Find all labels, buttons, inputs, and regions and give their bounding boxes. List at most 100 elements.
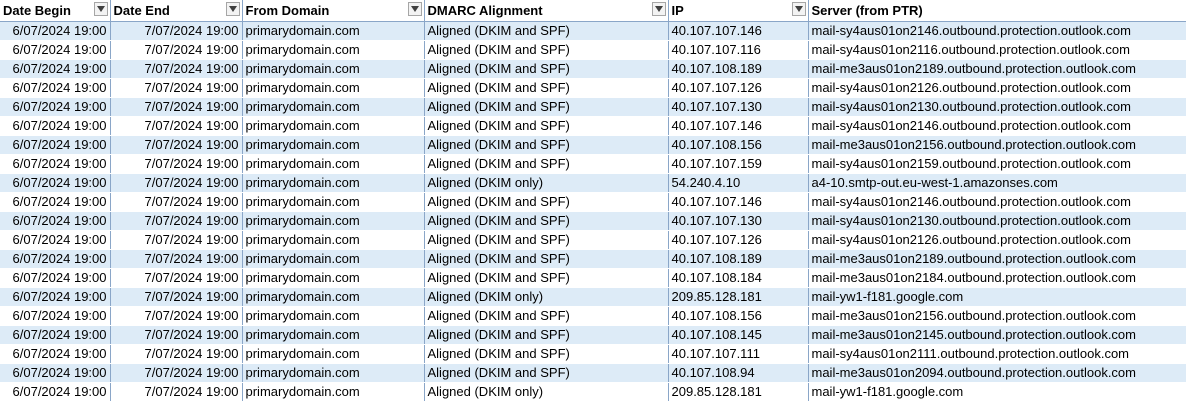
cell-date-begin[interactable]: 6/07/2024 19:00 [0, 268, 111, 288]
cell-dmarc-alignment[interactable]: Aligned (DKIM and SPF) [424, 268, 669, 288]
cell-server-ptr[interactable]: mail-me3aus01on2184.outbound.protection.… [808, 268, 1186, 288]
cell-dmarc-alignment[interactable]: Aligned (DKIM only) [424, 287, 669, 307]
cell-from-domain[interactable]: primarydomain.com [242, 306, 425, 326]
cell-date-begin[interactable]: 6/07/2024 19:00 [0, 78, 111, 98]
table-row[interactable]: 6/07/2024 19:00 7/07/2024 19:00 primarydom… [0, 78, 1186, 98]
cell-server-ptr[interactable]: mail-me3aus01on2094.outbound.protection.… [808, 363, 1186, 383]
table-row[interactable]: 6/07/2024 19:00 7/07/2024 19:00 primarydom… [0, 249, 1186, 269]
table-row[interactable]: 6/07/2024 19:00 7/07/2024 19:00 primarydom… [0, 116, 1186, 136]
cell-ip[interactable]: 40.107.107.146 [668, 21, 809, 41]
column-header-from-domain[interactable]: From Domain [242, 0, 425, 22]
cell-from-domain[interactable]: primarydomain.com [242, 173, 425, 193]
cell-from-domain[interactable]: primarydomain.com [242, 287, 425, 307]
cell-server-ptr[interactable]: mail-sy4aus01on2116.outbound.protection.… [808, 40, 1186, 60]
cell-date-end[interactable]: 7/07/2024 19:00 [110, 268, 243, 288]
cell-ip[interactable]: 40.107.107.116 [668, 40, 809, 60]
cell-date-end[interactable]: 7/07/2024 19:00 [110, 249, 243, 269]
cell-date-end[interactable]: 7/07/2024 19:00 [110, 116, 243, 136]
cell-from-domain[interactable]: primarydomain.com [242, 211, 425, 231]
cell-server-ptr[interactable]: mail-me3aus01on2145.outbound.protection.… [808, 325, 1186, 345]
table-row[interactable]: 6/07/2024 19:00 7/07/2024 19:00 primarydom… [0, 59, 1186, 79]
cell-date-end[interactable]: 7/07/2024 19:00 [110, 363, 243, 383]
cell-date-begin[interactable]: 6/07/2024 19:00 [0, 382, 111, 402]
cell-date-end[interactable]: 7/07/2024 19:00 [110, 382, 243, 402]
cell-from-domain[interactable]: primarydomain.com [242, 382, 425, 402]
cell-dmarc-alignment[interactable]: Aligned (DKIM and SPF) [424, 192, 669, 212]
cell-from-domain[interactable]: primarydomain.com [242, 192, 425, 212]
cell-from-domain[interactable]: primarydomain.com [242, 21, 425, 41]
cell-ip[interactable]: 40.107.108.94 [668, 363, 809, 383]
table-row[interactable]: 6/07/2024 19:00 7/07/2024 19:00 primarydom… [0, 97, 1186, 117]
cell-server-ptr[interactable]: mail-yw1-f181.google.com [808, 287, 1186, 307]
cell-from-domain[interactable]: primarydomain.com [242, 249, 425, 269]
cell-server-ptr[interactable]: mail-sy4aus01on2126.outbound.protection.… [808, 78, 1186, 98]
cell-from-domain[interactable]: primarydomain.com [242, 268, 425, 288]
table-row[interactable]: 6/07/2024 19:00 7/07/2024 19:00 primarydom… [0, 230, 1186, 250]
cell-date-begin[interactable]: 6/07/2024 19:00 [0, 230, 111, 250]
cell-from-domain[interactable]: primarydomain.com [242, 97, 425, 117]
table-row[interactable]: 6/07/2024 19:00 7/07/2024 19:00 primarydom… [0, 344, 1186, 364]
cell-date-end[interactable]: 7/07/2024 19:00 [110, 325, 243, 345]
cell-dmarc-alignment[interactable]: Aligned (DKIM and SPF) [424, 230, 669, 250]
cell-dmarc-alignment[interactable]: Aligned (DKIM and SPF) [424, 325, 669, 345]
cell-server-ptr[interactable]: mail-me3aus01on2156.outbound.protection.… [808, 135, 1186, 155]
cell-date-end[interactable]: 7/07/2024 19:00 [110, 78, 243, 98]
cell-from-domain[interactable]: primarydomain.com [242, 59, 425, 79]
cell-dmarc-alignment[interactable]: Aligned (DKIM and SPF) [424, 59, 669, 79]
cell-server-ptr[interactable]: mail-me3aus01on2189.outbound.protection.… [808, 249, 1186, 269]
filter-dropdown-icon[interactable] [225, 2, 240, 16]
cell-date-end[interactable]: 7/07/2024 19:00 [110, 306, 243, 326]
cell-ip[interactable]: 40.107.107.146 [668, 192, 809, 212]
cell-date-end[interactable]: 7/07/2024 19:00 [110, 154, 243, 174]
cell-ip[interactable]: 209.85.128.181 [668, 287, 809, 307]
cell-date-end[interactable]: 7/07/2024 19:00 [110, 173, 243, 193]
cell-date-end[interactable]: 7/07/2024 19:00 [110, 211, 243, 231]
cell-dmarc-alignment[interactable]: Aligned (DKIM and SPF) [424, 97, 669, 117]
filter-dropdown-icon[interactable] [93, 2, 108, 16]
table-row[interactable]: 6/07/2024 19:00 7/07/2024 19:00 primarydom… [0, 192, 1186, 212]
cell-server-ptr[interactable]: mail-sy4aus01on2111.outbound.protection.… [808, 344, 1186, 364]
cell-date-end[interactable]: 7/07/2024 19:00 [110, 59, 243, 79]
cell-ip[interactable]: 54.240.4.10 [668, 173, 809, 193]
cell-ip[interactable]: 40.107.107.146 [668, 116, 809, 136]
cell-ip[interactable]: 40.107.107.126 [668, 230, 809, 250]
cell-from-domain[interactable]: primarydomain.com [242, 230, 425, 250]
cell-date-begin[interactable]: 6/07/2024 19:00 [0, 59, 111, 79]
cell-date-begin[interactable]: 6/07/2024 19:00 [0, 135, 111, 155]
column-header-date-begin[interactable]: Date Begin [0, 0, 111, 22]
cell-dmarc-alignment[interactable]: Aligned (DKIM and SPF) [424, 21, 669, 41]
column-header-server-ptr[interactable]: Server (from PTR) [808, 0, 1186, 22]
cell-date-begin[interactable]: 6/07/2024 19:00 [0, 173, 111, 193]
cell-from-domain[interactable]: primarydomain.com [242, 344, 425, 364]
cell-from-domain[interactable]: primarydomain.com [242, 363, 425, 383]
cell-ip[interactable]: 209.85.128.181 [668, 382, 809, 402]
table-row[interactable]: 6/07/2024 19:00 7/07/2024 19:00 primarydom… [0, 135, 1186, 155]
cell-date-begin[interactable]: 6/07/2024 19:00 [0, 40, 111, 60]
cell-dmarc-alignment[interactable]: Aligned (DKIM and SPF) [424, 154, 669, 174]
cell-from-domain[interactable]: primarydomain.com [242, 135, 425, 155]
cell-dmarc-alignment[interactable]: Aligned (DKIM and SPF) [424, 249, 669, 269]
cell-date-begin[interactable]: 6/07/2024 19:00 [0, 211, 111, 231]
cell-date-end[interactable]: 7/07/2024 19:00 [110, 40, 243, 60]
table-row[interactable]: 6/07/2024 19:00 7/07/2024 19:00 primarydom… [0, 211, 1186, 231]
column-header-ip[interactable]: IP [668, 0, 809, 22]
cell-ip[interactable]: 40.107.108.156 [668, 306, 809, 326]
cell-dmarc-alignment[interactable]: Aligned (DKIM and SPF) [424, 306, 669, 326]
cell-ip[interactable]: 40.107.107.159 [668, 154, 809, 174]
cell-dmarc-alignment[interactable]: Aligned (DKIM and SPF) [424, 344, 669, 364]
cell-server-ptr[interactable]: mail-sy4aus01on2130.outbound.protection.… [808, 211, 1186, 231]
cell-date-end[interactable]: 7/07/2024 19:00 [110, 230, 243, 250]
cell-from-domain[interactable]: primarydomain.com [242, 116, 425, 136]
filter-dropdown-icon[interactable] [651, 2, 666, 16]
cell-from-domain[interactable]: primarydomain.com [242, 40, 425, 60]
cell-from-domain[interactable]: primarydomain.com [242, 325, 425, 345]
cell-dmarc-alignment[interactable]: Aligned (DKIM and SPF) [424, 211, 669, 231]
cell-dmarc-alignment[interactable]: Aligned (DKIM and SPF) [424, 116, 669, 136]
cell-date-begin[interactable]: 6/07/2024 19:00 [0, 21, 111, 41]
cell-date-begin[interactable]: 6/07/2024 19:00 [0, 306, 111, 326]
cell-date-end[interactable]: 7/07/2024 19:00 [110, 135, 243, 155]
cell-server-ptr[interactable]: mail-sy4aus01on2146.outbound.protection.… [808, 21, 1186, 41]
cell-date-end[interactable]: 7/07/2024 19:00 [110, 97, 243, 117]
cell-ip[interactable]: 40.107.108.156 [668, 135, 809, 155]
table-row[interactable]: 6/07/2024 19:00 7/07/2024 19:00 primarydom… [0, 325, 1186, 345]
